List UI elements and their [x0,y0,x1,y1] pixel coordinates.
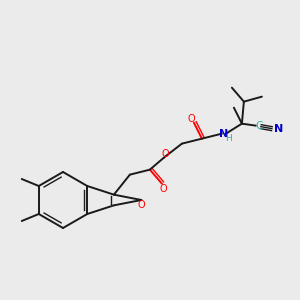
Text: O: O [159,184,167,194]
Text: O: O [138,200,145,210]
Text: O: O [161,149,169,159]
Text: N: N [219,129,229,139]
Text: C: C [255,121,262,131]
Text: O: O [187,114,195,124]
Text: H: H [226,134,232,143]
Text: N: N [274,124,283,134]
